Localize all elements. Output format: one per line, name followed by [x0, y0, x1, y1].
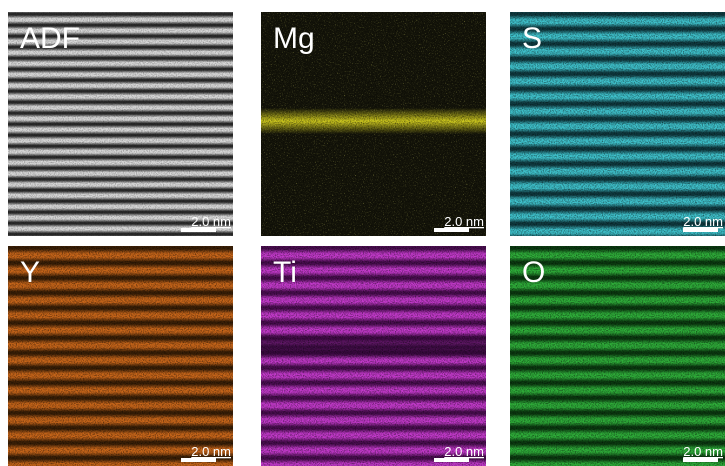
noise [8, 246, 233, 466]
scale-bar-label: 2.0 nm [191, 214, 231, 229]
panel-label: O [522, 256, 545, 289]
panel-label: Ti [273, 256, 297, 289]
scale-bar [434, 228, 469, 232]
panel: Mg 2.0 nm [261, 12, 486, 236]
scale-bar [683, 458, 718, 462]
scale-bar [181, 458, 216, 462]
panel-label: Y [20, 256, 40, 289]
scale-bar-label: 2.0 nm [444, 214, 484, 229]
noise [510, 12, 725, 236]
figure: ADF2.0 nmMg2.0 nmS2.0 nmY2.0 nmTi2.0 nmO… [0, 0, 725, 466]
panel: O 2.0 nm [510, 246, 725, 466]
panel-label: S [522, 22, 542, 55]
panel: Ti 2.0 nm [261, 246, 486, 466]
scale-bar-label: 2.0 nm [683, 214, 723, 229]
scale-bar-label: 2.0 nm [191, 444, 231, 459]
scale-bar [181, 228, 216, 232]
scale-bar [434, 458, 469, 462]
panel: ADF 2.0 nm [8, 12, 233, 236]
scale-bar [683, 228, 718, 232]
panel-label: Mg [273, 22, 315, 55]
panel: Y 2.0 nm [8, 246, 233, 466]
scale-bar-label: 2.0 nm [444, 444, 484, 459]
panel-label: ADF [20, 22, 80, 55]
scale-bar-label: 2.0 nm [683, 444, 723, 459]
panel: S 2.0 nm [510, 12, 725, 236]
